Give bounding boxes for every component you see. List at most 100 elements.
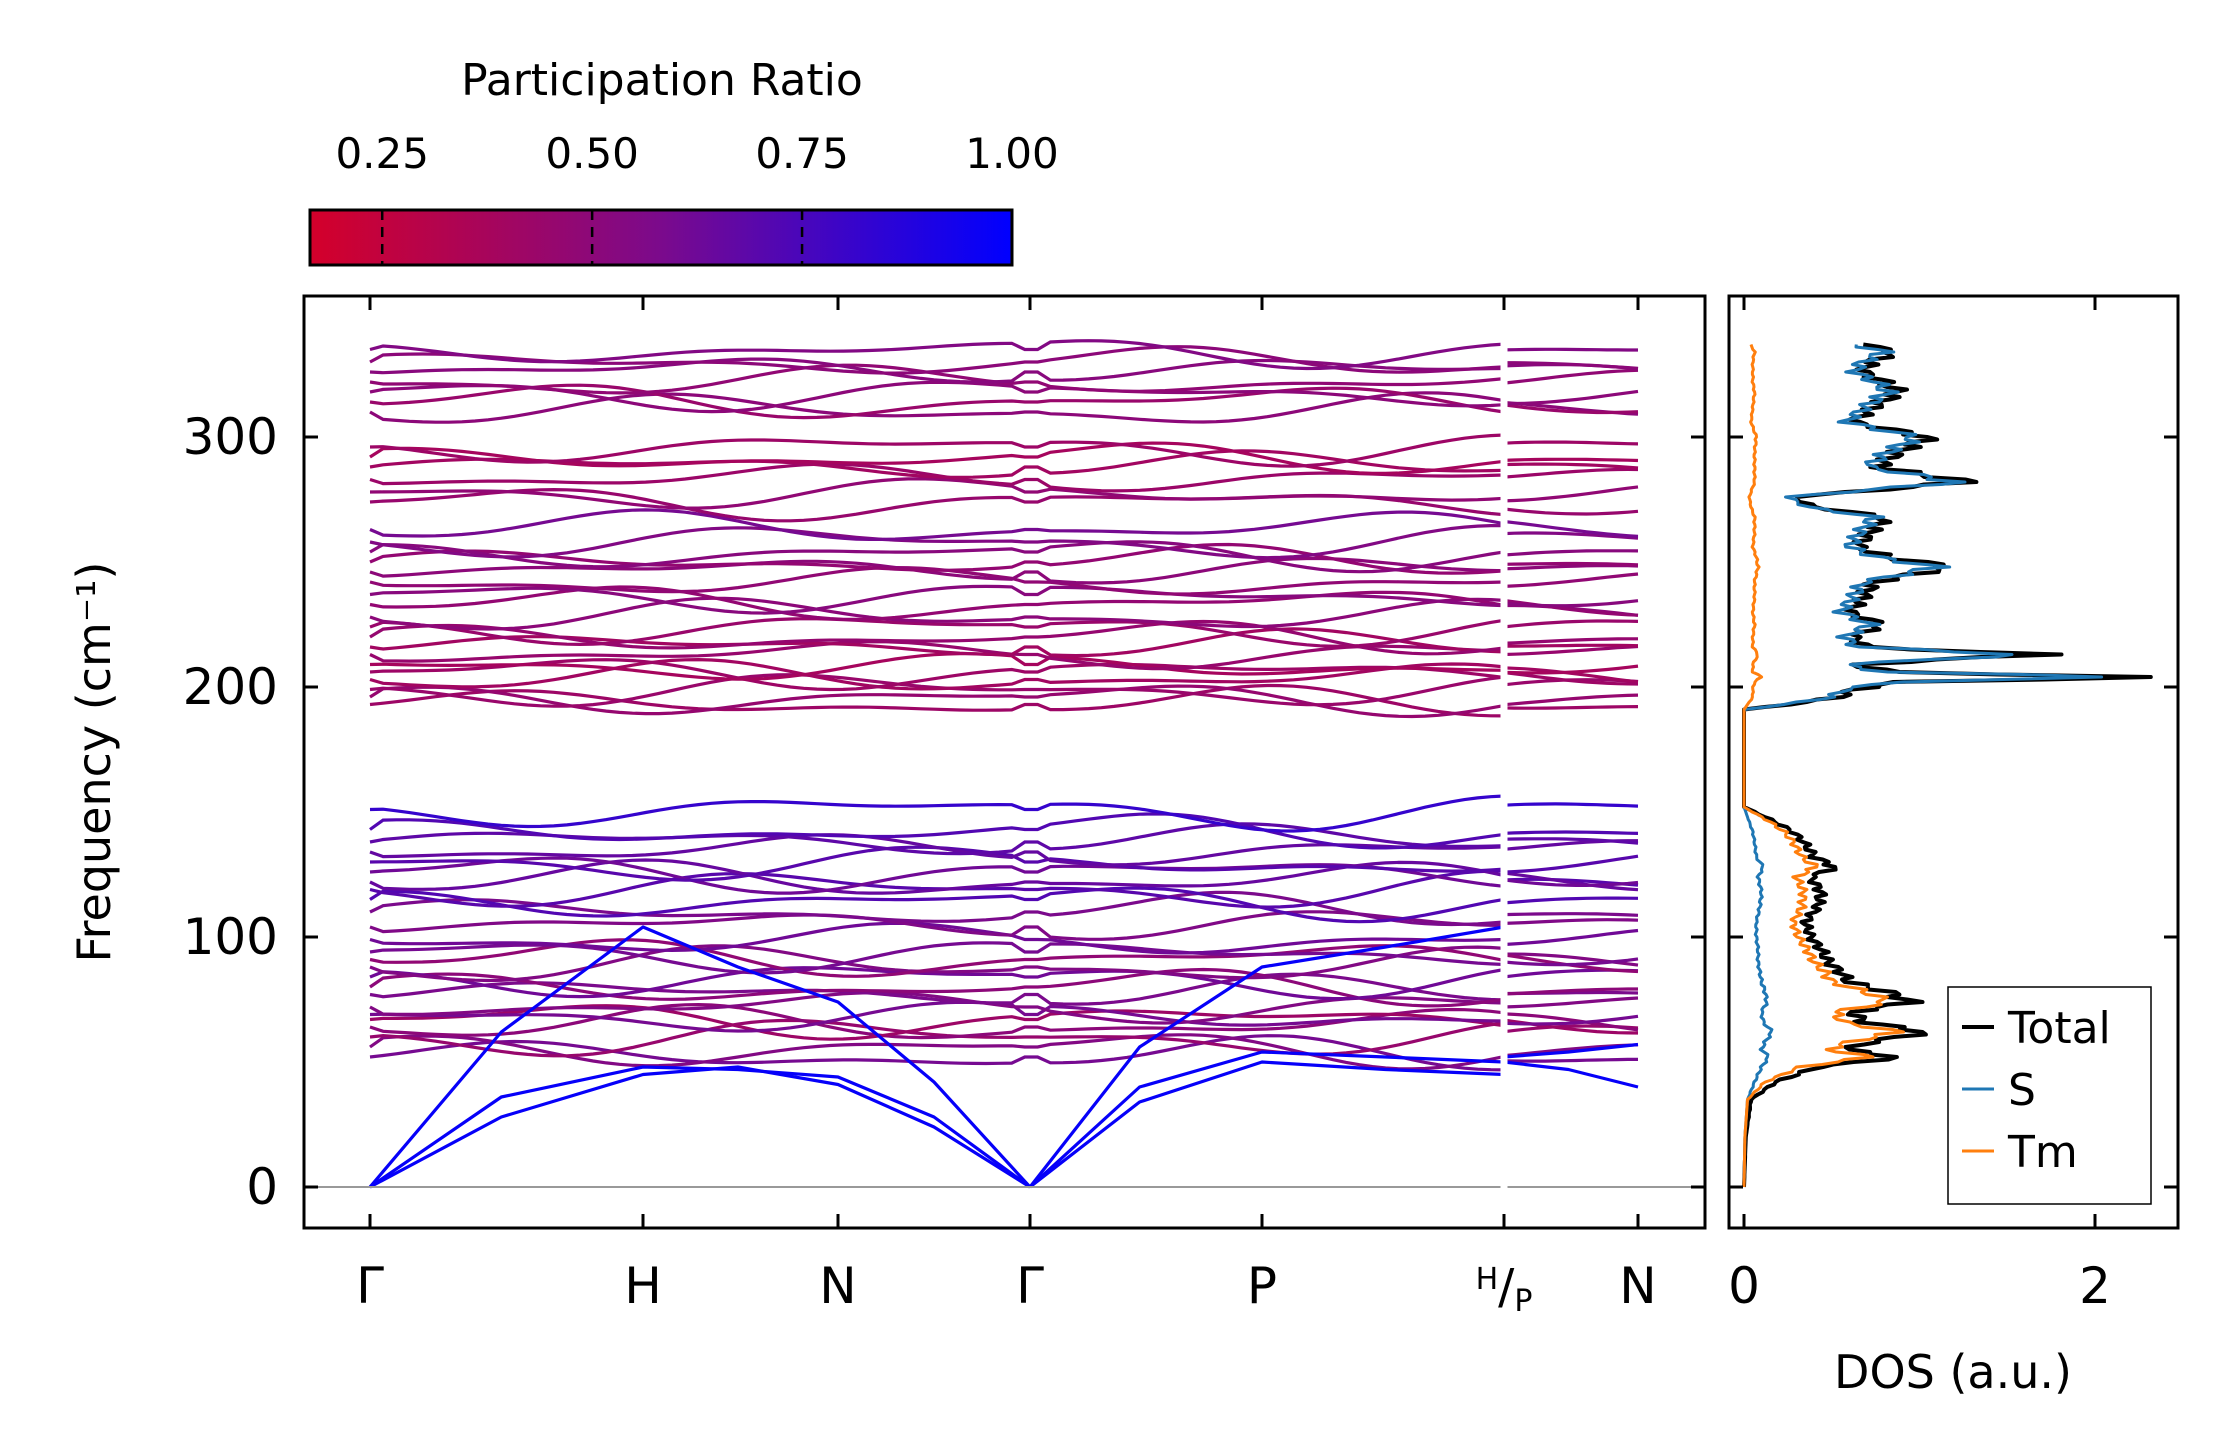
band-structure-panel: 0 100 200 300 Γ H N Γ P H/P N Frequency (cm⁻¹): [67, 294, 1707, 1319]
k-point-label: N: [819, 1257, 856, 1315]
band-line: [1503, 637, 1638, 645]
k-point-label: P: [1247, 1257, 1277, 1315]
band-line: [369, 523, 1505, 560]
band-line: [1503, 928, 1639, 947]
colorbar-tick-label: 1.00: [965, 129, 1059, 178]
band-line: [1503, 830, 1639, 835]
band-line: [369, 619, 1505, 656]
band-line: [1503, 531, 1639, 540]
dos-x-axis-label: DOS (a.u.): [1834, 1345, 2072, 1399]
band-line: [369, 339, 1505, 371]
acoustic-band-line: [369, 1065, 1031, 1189]
band-line: [1503, 389, 1639, 406]
band-line: [369, 944, 1505, 983]
band-line: [369, 433, 1505, 468]
dos-lines: [1742, 342, 2153, 1188]
band-line: [369, 556, 1505, 585]
dos-x-tick-label: 2: [2079, 1257, 2111, 1315]
colorbar-tick-label: 0.25: [335, 129, 429, 178]
band-line: [369, 585, 1505, 622]
band-line: [1503, 878, 1639, 888]
band-line: [369, 794, 1505, 833]
dos-legend: Total S Tm: [1947, 986, 2152, 1205]
legend-label-total: Total: [2007, 1003, 2111, 1054]
band-line: [369, 391, 1505, 424]
band-line: [369, 441, 1505, 476]
k-point-label: Γ: [1016, 1257, 1044, 1315]
band-line: [1503, 599, 1639, 608]
band-line: [369, 477, 1505, 510]
band-line: [1503, 670, 1639, 686]
acoustic-band-line: [1503, 1042, 1639, 1059]
band-line: [1503, 519, 1639, 538]
band-line: [1503, 403, 1639, 415]
band-line: [1503, 1012, 1639, 1032]
legend-entries: Total S Tm: [1962, 1003, 2111, 1178]
band-line: [1504, 643, 1639, 648]
band-line: [369, 886, 1505, 924]
band-line: [369, 966, 1505, 1001]
legend-frame: [1947, 986, 2152, 1205]
legend-label-tm: Tm: [2007, 1127, 2078, 1178]
acoustic-band-line: [1503, 1060, 1639, 1089]
band-line: [1503, 912, 1639, 917]
band-lines: [368, 339, 1639, 1189]
acoustic-band-line: [368, 925, 1032, 1189]
k-point-label: H: [624, 1257, 662, 1315]
band-line: [1503, 987, 1638, 996]
band-line: [1503, 619, 1639, 629]
band-k-ticks: Γ H N Γ P H/P N: [356, 296, 1657, 1319]
k-point-label: Γ: [356, 1257, 384, 1315]
band-line: [369, 584, 1505, 615]
band-line: [1503, 561, 1639, 567]
band-line: [369, 812, 1505, 850]
y-tick-label: 300: [183, 408, 278, 466]
band-line: [1504, 361, 1639, 370]
dos-x-tick-label: 0: [1728, 1257, 1760, 1315]
dos-line-tm: [1742, 343, 1905, 1187]
legend-label-s: S: [2008, 1065, 2036, 1116]
band-line: [1503, 837, 1639, 845]
band-line: [1503, 457, 1639, 463]
band-line: [369, 357, 1505, 384]
colorbar: Participation Ratio 0.25 0.50 0.75 1.00: [308, 55, 1059, 267]
band-line: [369, 856, 1505, 895]
band-line: [1503, 871, 1639, 892]
band-line: [369, 658, 1505, 692]
band-line: [369, 652, 1505, 681]
band-line: [369, 833, 1505, 867]
band-axes-frame: [302, 294, 1707, 1230]
acoustic-band-line: [369, 1065, 1031, 1189]
band-line: [369, 508, 1505, 542]
band-line: [1503, 1014, 1639, 1026]
band-line: [1503, 693, 1639, 707]
band-line: [1503, 1057, 1638, 1063]
y-tick-label: 0: [246, 1158, 278, 1216]
colorbar-ticks: 0.25 0.50 0.75 1.00: [335, 129, 1059, 265]
acoustic-band-line: [1028, 925, 1505, 1188]
band-line: [369, 1000, 1505, 1033]
band-line: [1503, 440, 1639, 446]
band-line: [369, 596, 1505, 631]
band-line: [1503, 802, 1639, 808]
band-line: [369, 657, 1505, 691]
band-line: [1503, 918, 1639, 925]
band-line: [1503, 485, 1639, 503]
band-line: [1503, 467, 1639, 479]
band-line: [1503, 462, 1639, 470]
band-line: [369, 1002, 1505, 1040]
band-line: [369, 683, 1505, 718]
y-tick-label: 100: [183, 908, 278, 966]
band-line: [1503, 896, 1639, 905]
band-y-axis-label: Frequency (cm⁻¹): [67, 562, 121, 963]
band-line: [1503, 664, 1639, 675]
band-line: [1503, 644, 1639, 657]
band-line: [369, 383, 1505, 420]
band-line: [1503, 549, 1639, 557]
band-line: [369, 640, 1505, 671]
k-point-label: H/P: [1476, 1259, 1533, 1319]
dos-axes-frame: [1727, 294, 2180, 1230]
